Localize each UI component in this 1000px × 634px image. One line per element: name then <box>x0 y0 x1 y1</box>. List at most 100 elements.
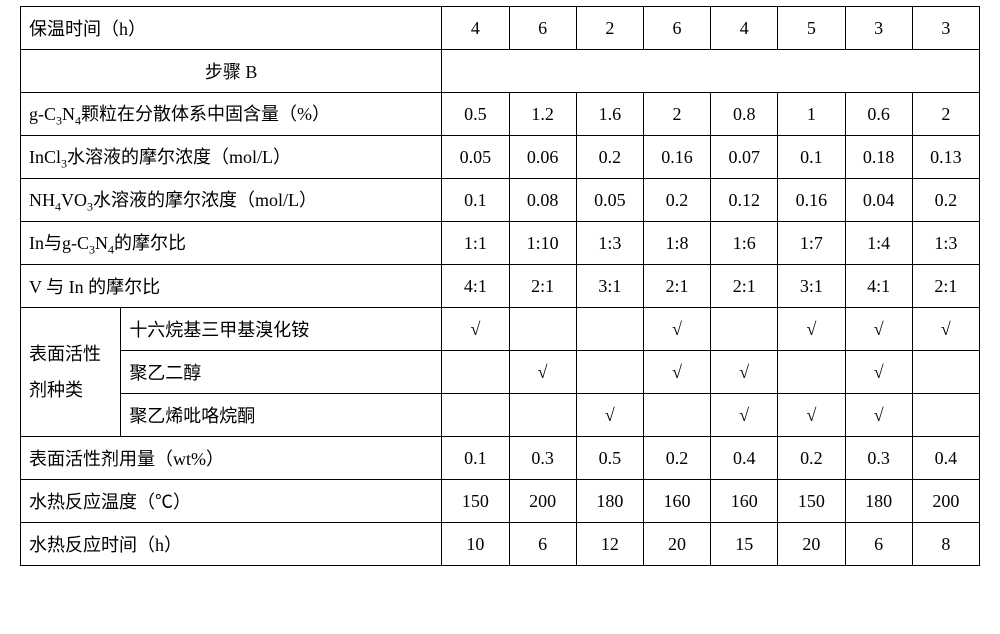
cell: 3 <box>845 7 912 50</box>
cell: 0.08 <box>509 179 576 222</box>
cell: 0.8 <box>711 93 778 136</box>
cell: √ <box>845 351 912 394</box>
row-label: 水热反应温度（℃） <box>21 480 442 523</box>
cell: 3 <box>912 7 979 50</box>
cell <box>778 351 845 394</box>
section-header: 步骤 B <box>21 50 442 93</box>
table-row: In与g-C3N4的摩尔比 1:1 1:10 1:3 1:8 1:6 1:7 1… <box>21 222 980 265</box>
cell: 0.2 <box>576 136 643 179</box>
cell: 2:1 <box>643 265 710 308</box>
cell: 4 <box>711 7 778 50</box>
table-row: 水热反应温度（℃） 150 200 180 160 160 150 180 20… <box>21 480 980 523</box>
surfactant-group-label: 表面活性剂种类 <box>21 308 121 437</box>
cell <box>509 394 576 437</box>
table-row: InCl3水溶液的摩尔浓度（mol/L） 0.05 0.06 0.2 0.16 … <box>21 136 980 179</box>
cell: 1:3 <box>912 222 979 265</box>
cell: 0.2 <box>912 179 979 222</box>
table-row: 保温时间（h） 4 6 2 6 4 5 3 3 <box>21 7 980 50</box>
table-row: 聚乙烯吡咯烷酮 √ √ √ √ <box>21 394 980 437</box>
cell: √ <box>643 351 710 394</box>
cell: 0.18 <box>845 136 912 179</box>
cell: 3:1 <box>778 265 845 308</box>
table-row: 水热反应时间（h） 10 6 12 20 15 20 6 8 <box>21 523 980 566</box>
cell: 0.1 <box>442 437 509 480</box>
cell: 1:8 <box>643 222 710 265</box>
cell: √ <box>778 394 845 437</box>
cell: 200 <box>509 480 576 523</box>
cell: √ <box>509 351 576 394</box>
cell: √ <box>845 308 912 351</box>
cell: 1:4 <box>845 222 912 265</box>
cell: 1:10 <box>509 222 576 265</box>
cell: 2 <box>576 7 643 50</box>
cell: 5 <box>778 7 845 50</box>
cell: √ <box>576 394 643 437</box>
cell <box>912 351 979 394</box>
cell: 3:1 <box>576 265 643 308</box>
cell: 2:1 <box>509 265 576 308</box>
cell: 0.5 <box>442 93 509 136</box>
row-label: 表面活性剂用量（wt%） <box>21 437 442 480</box>
cell: 0.06 <box>509 136 576 179</box>
cell: 0.16 <box>643 136 710 179</box>
cell: √ <box>643 308 710 351</box>
cell: 0.4 <box>912 437 979 480</box>
row-label: 水热反应时间（h） <box>21 523 442 566</box>
cell: 2:1 <box>711 265 778 308</box>
cell: 180 <box>845 480 912 523</box>
cell: 0.3 <box>845 437 912 480</box>
sub-row-label: 聚乙烯吡咯烷酮 <box>121 394 442 437</box>
row-label: InCl3水溶液的摩尔浓度（mol/L） <box>21 136 442 179</box>
cell: 15 <box>711 523 778 566</box>
cell: 2:1 <box>912 265 979 308</box>
table-row: 步骤 B <box>21 50 980 93</box>
cell: 20 <box>643 523 710 566</box>
cell: 0.2 <box>778 437 845 480</box>
cell: 200 <box>912 480 979 523</box>
cell: 12 <box>576 523 643 566</box>
cell: 1:3 <box>576 222 643 265</box>
row-label: g-C3N4颗粒在分散体系中固含量（%） <box>21 93 442 136</box>
empty-span <box>442 50 980 93</box>
sub-row-label: 聚乙二醇 <box>121 351 442 394</box>
cell: 4:1 <box>442 265 509 308</box>
cell: 6 <box>509 7 576 50</box>
cell <box>442 394 509 437</box>
cell: 10 <box>442 523 509 566</box>
sub-row-label: 十六烷基三甲基溴化铵 <box>121 308 442 351</box>
cell: 0.1 <box>778 136 845 179</box>
cell <box>509 308 576 351</box>
cell: √ <box>442 308 509 351</box>
cell: 0.07 <box>711 136 778 179</box>
cell: 20 <box>778 523 845 566</box>
table-row: 表面活性剂种类 十六烷基三甲基溴化铵 √ √ √ √ √ <box>21 308 980 351</box>
row-label: 保温时间（h） <box>21 7 442 50</box>
cell: 0.05 <box>442 136 509 179</box>
cell: 0.5 <box>576 437 643 480</box>
cell: 0.13 <box>912 136 979 179</box>
cell: √ <box>711 351 778 394</box>
cell: 150 <box>442 480 509 523</box>
cell: 0.1 <box>442 179 509 222</box>
cell: 8 <box>912 523 979 566</box>
cell: 4 <box>442 7 509 50</box>
cell: 1 <box>778 93 845 136</box>
cell: √ <box>912 308 979 351</box>
cell: √ <box>778 308 845 351</box>
cell: √ <box>845 394 912 437</box>
cell <box>442 351 509 394</box>
cell: 0.4 <box>711 437 778 480</box>
cell: 6 <box>509 523 576 566</box>
cell: 180 <box>576 480 643 523</box>
cell: 0.2 <box>643 179 710 222</box>
cell <box>576 351 643 394</box>
table-row: 聚乙二醇 √ √ √ √ <box>21 351 980 394</box>
cell: 1:7 <box>778 222 845 265</box>
cell <box>643 394 710 437</box>
cell <box>576 308 643 351</box>
cell: 1.2 <box>509 93 576 136</box>
cell: 1:1 <box>442 222 509 265</box>
table-row: g-C3N4颗粒在分散体系中固含量（%） 0.5 1.2 1.6 2 0.8 1… <box>21 93 980 136</box>
cell: 0.16 <box>778 179 845 222</box>
cell: 0.04 <box>845 179 912 222</box>
